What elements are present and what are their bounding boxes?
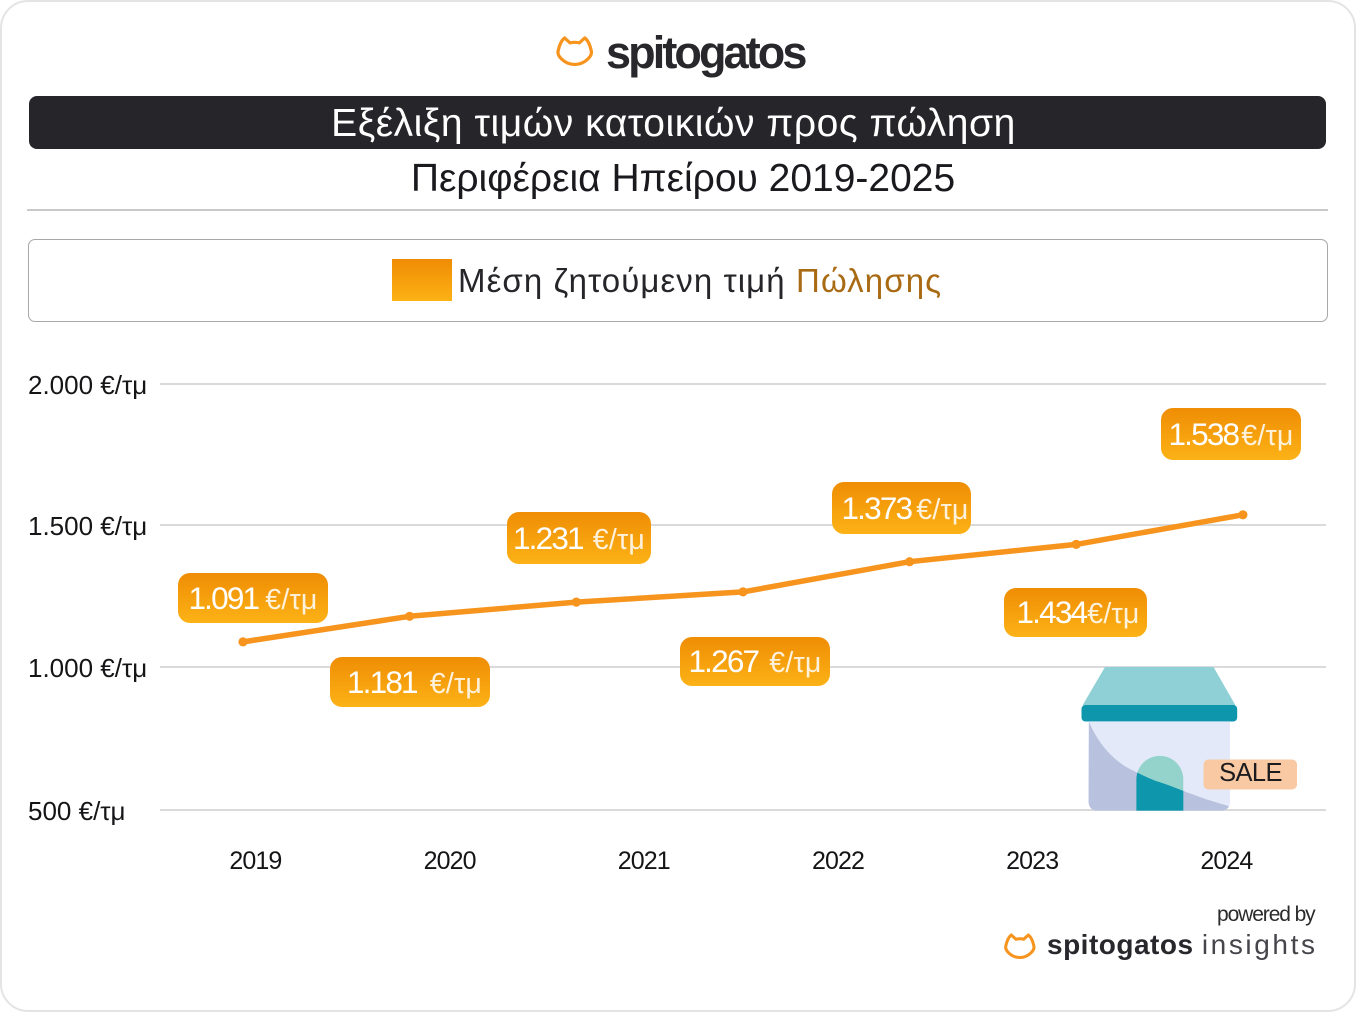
svg-text:SALE: SALE: [1219, 759, 1282, 787]
